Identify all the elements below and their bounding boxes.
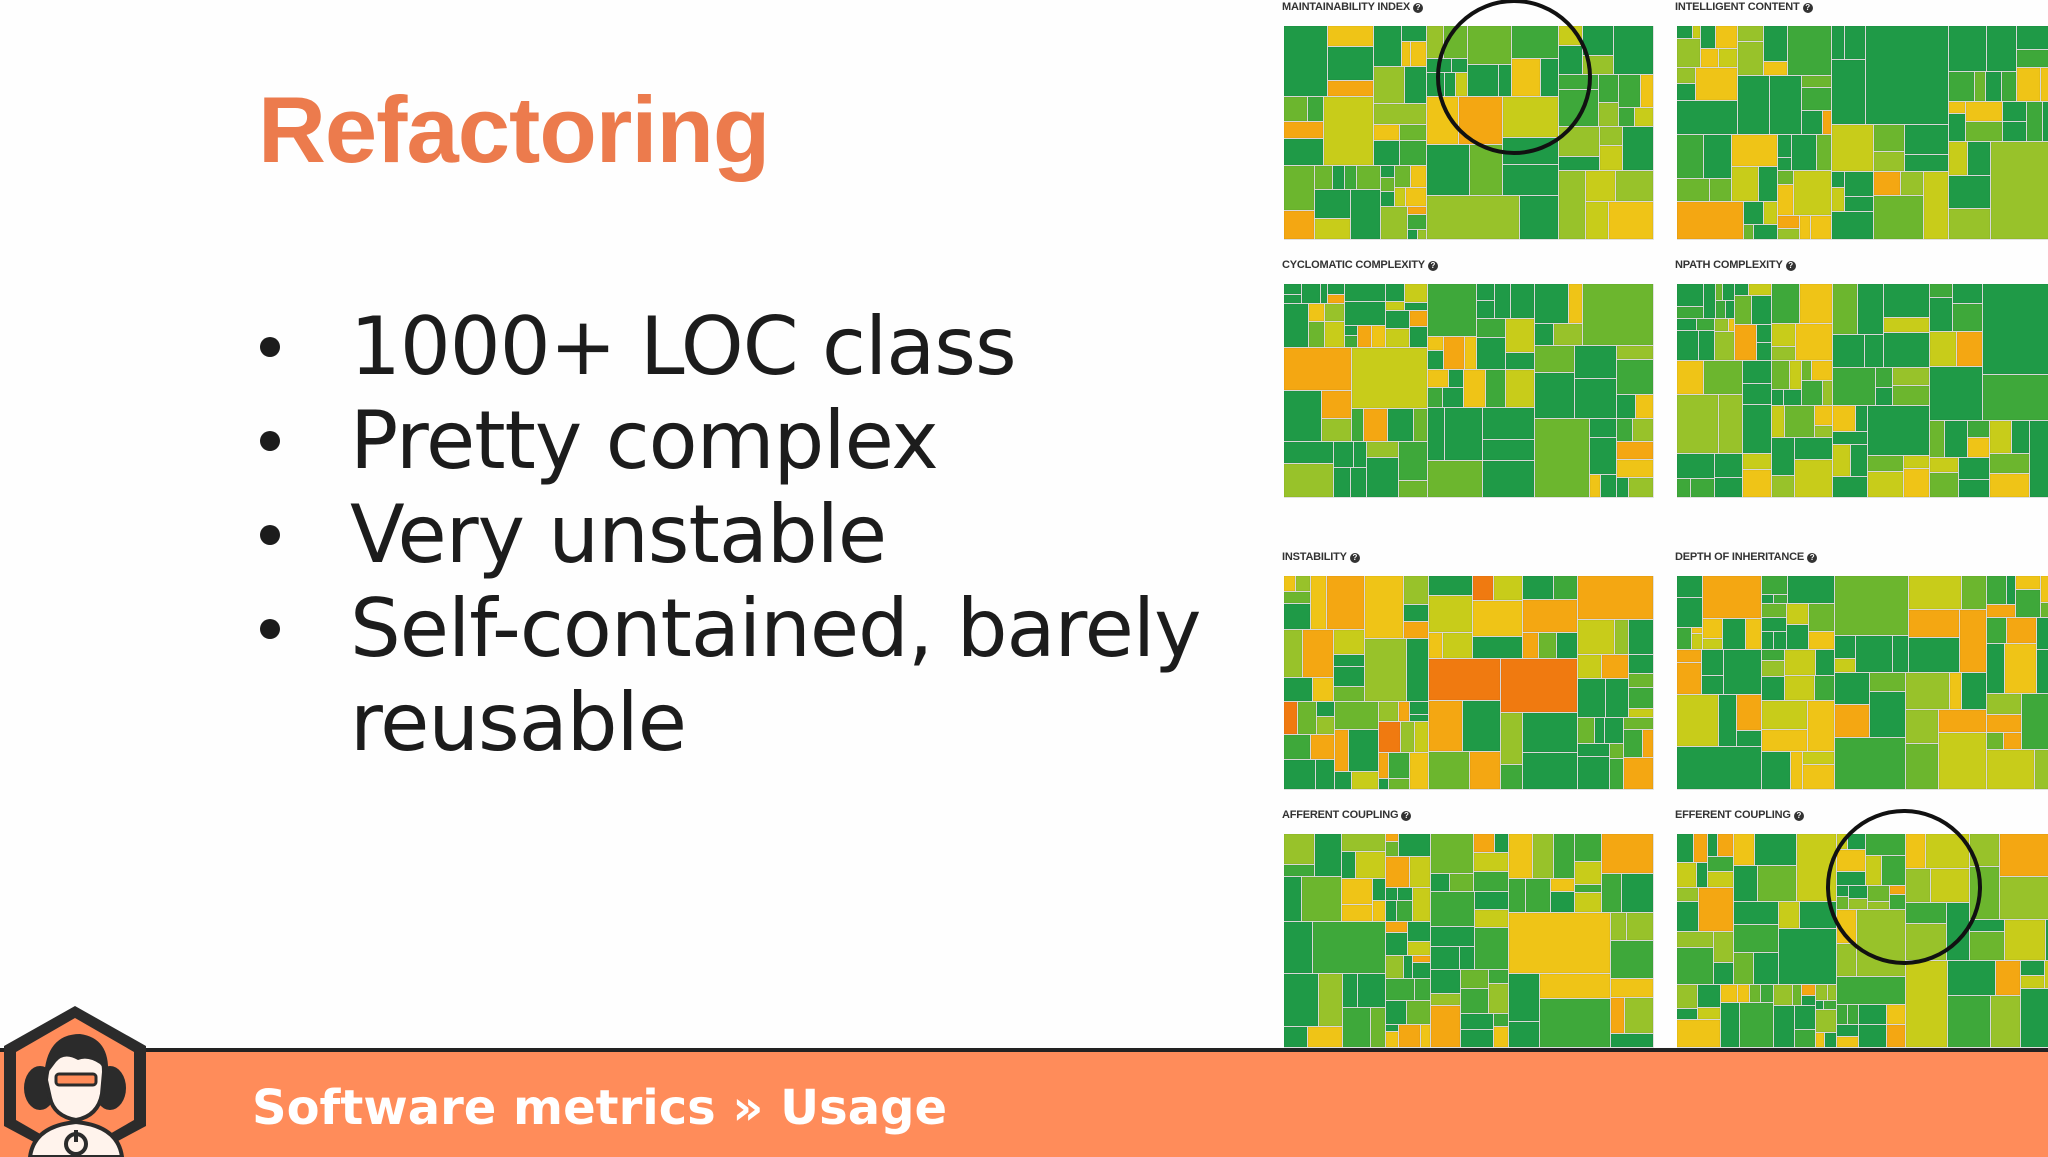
treemap-depth-of-inheritance[interactable] bbox=[1677, 576, 2048, 790]
info-icon[interactable]: ? bbox=[1785, 261, 1796, 271]
info-icon[interactable]: ? bbox=[1793, 811, 1804, 821]
bullet-dot-icon bbox=[260, 525, 280, 545]
footer-breadcrumb: Software metrics » Usage bbox=[252, 1080, 947, 1136]
bullet-dot-icon bbox=[260, 431, 280, 451]
treemap-instability[interactable] bbox=[1284, 576, 1654, 790]
bullet-list: 1000+ LOC class Pretty complex Very unst… bbox=[258, 300, 1310, 770]
info-icon[interactable]: ? bbox=[1413, 3, 1424, 13]
bullet-dot-icon bbox=[260, 337, 280, 357]
panel-label-intelligent-content: INTELLIGENT CONTENT? bbox=[1675, 1, 1813, 13]
panel-label-maintainability-index: MAINTAINABILITY INDEX? bbox=[1282, 1, 1424, 13]
bullet-dot-icon bbox=[260, 619, 280, 639]
info-icon[interactable]: ? bbox=[1807, 553, 1818, 563]
panel-label-afferent-coupling: AFFERENT COUPLING? bbox=[1282, 809, 1412, 821]
treemap-cyclomatic-complexity[interactable] bbox=[1284, 284, 1654, 498]
panel-label-npath-complexity: NPATH COMPLEXITY? bbox=[1675, 259, 1796, 271]
bullet-item: Pretty complex bbox=[258, 394, 1310, 488]
bullet-item: Very unstable bbox=[258, 488, 1310, 582]
info-icon[interactable]: ? bbox=[1802, 3, 1813, 13]
treemap-afferent-coupling[interactable] bbox=[1284, 834, 1654, 1048]
panel-label-efferent-coupling: EFFERENT COUPLING? bbox=[1675, 809, 1804, 821]
highlight-circle-maintainability bbox=[1436, 0, 1592, 155]
bullet-text: Pretty complex bbox=[350, 394, 939, 487]
info-icon[interactable]: ? bbox=[1401, 811, 1412, 821]
footer-bar: Software metrics » Usage bbox=[0, 1048, 2048, 1157]
treemap-npath-complexity[interactable] bbox=[1677, 284, 2048, 498]
panel-label-cyclomatic-complexity: CYCLOMATIC COMPLEXITY? bbox=[1282, 259, 1438, 271]
info-icon[interactable]: ? bbox=[1349, 553, 1360, 563]
info-icon[interactable]: ? bbox=[1427, 261, 1438, 271]
slide-title: Refactoring bbox=[258, 77, 770, 182]
panel-label-depth-of-inheritance: DEPTH OF INHERITANCE? bbox=[1675, 551, 1818, 563]
bullet-text: 1000+ LOC class bbox=[350, 300, 1017, 393]
highlight-circle-efferent-coupling bbox=[1826, 809, 1982, 965]
panel-label-instability: INSTABILITY? bbox=[1282, 551, 1360, 563]
hexagon-presenter-logo-icon bbox=[4, 1006, 146, 1157]
bullet-item: Self-contained, barely reusable bbox=[258, 582, 1310, 770]
bullet-item: 1000+ LOC class bbox=[258, 300, 1310, 394]
bullet-text: Very unstable bbox=[350, 488, 887, 581]
bullet-text: Self-contained, barely reusable bbox=[350, 582, 1201, 769]
metrics-treemap-grid: MAINTAINABILITY INDEX? INTELLIGENT CONTE… bbox=[1270, 0, 2048, 1048]
treemap-intelligent-content[interactable] bbox=[1677, 26, 2048, 240]
highlight-overlay bbox=[1436, 0, 1982, 965]
